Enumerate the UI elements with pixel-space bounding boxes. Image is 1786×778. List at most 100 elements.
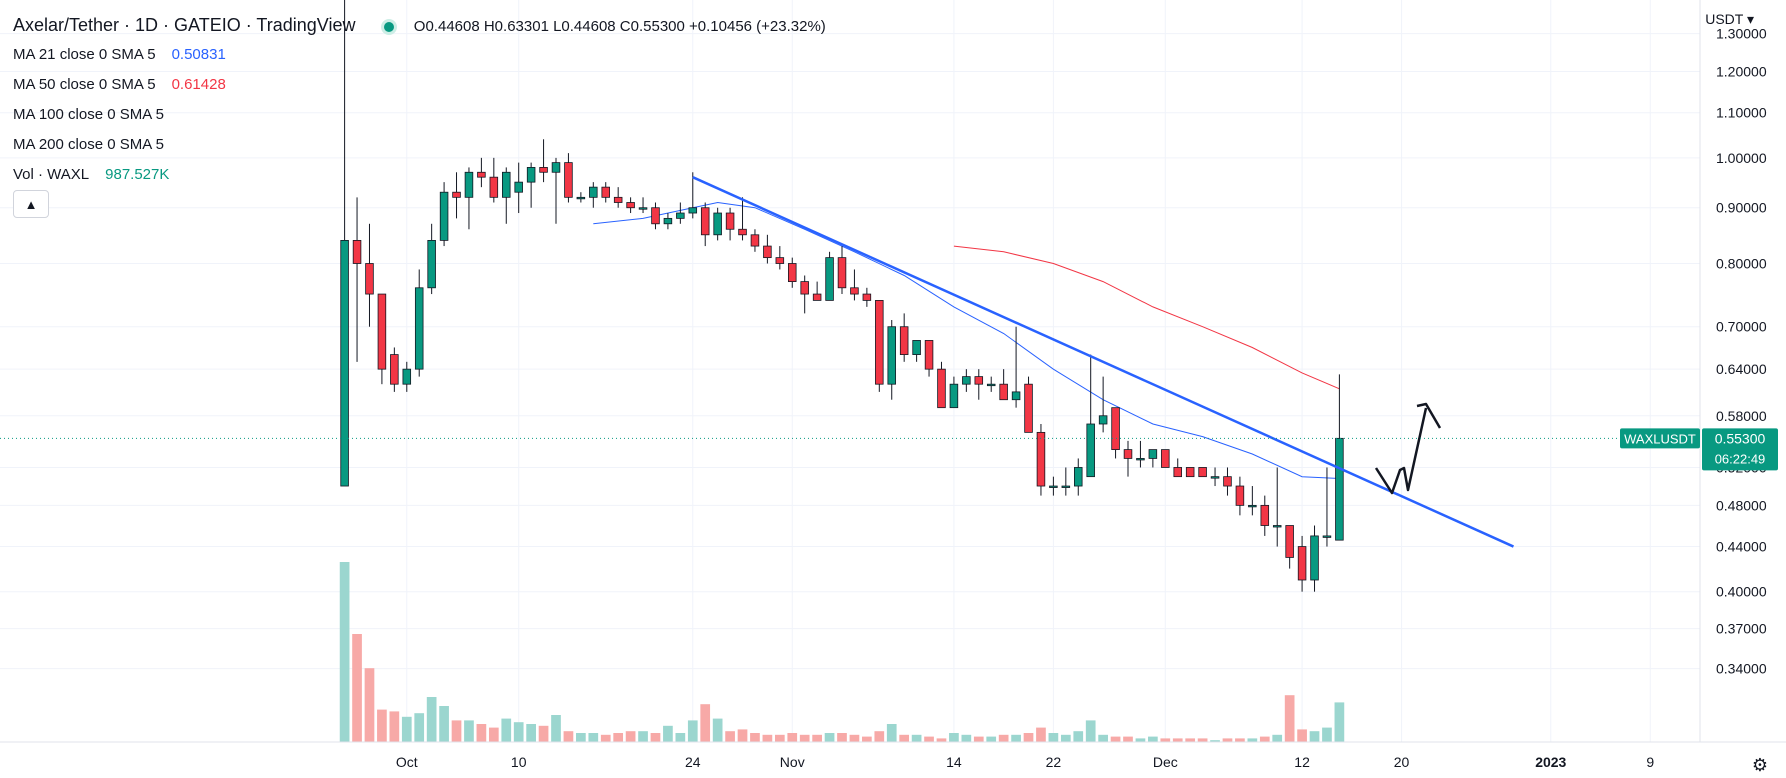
volume-bar	[1148, 736, 1158, 742]
price-tag-value: 0.55300	[1715, 430, 1766, 446]
candle	[1310, 525, 1319, 592]
candle-body	[564, 162, 573, 198]
volume-bar	[899, 734, 910, 742]
candle-body	[1036, 431, 1046, 487]
candle	[688, 172, 698, 219]
candle-body	[788, 263, 797, 282]
collapse-legend-button[interactable]: ▲	[13, 190, 49, 218]
volume-bar	[501, 718, 512, 742]
candle	[949, 376, 959, 409]
indicator-label: MA 200 close 0 SMA 5	[13, 136, 164, 153]
candle	[352, 197, 362, 362]
ohlc-readout: O0.44608 H0.63301 L0.44608 C0.55300 +0.1…	[413, 18, 826, 35]
volume-bar	[973, 736, 984, 742]
time-axis[interactable]: Oct 10 24 Nov 14 22 Dec 12 20 2023 9	[0, 741, 1786, 770]
candle	[526, 162, 536, 208]
currency-selector[interactable]: USDT ▾	[1705, 11, 1754, 27]
volume-bar	[526, 724, 536, 742]
candle-body	[352, 240, 362, 264]
candle-body	[1210, 476, 1220, 479]
candle	[1173, 458, 1182, 478]
volume-bar	[1259, 736, 1270, 742]
candle	[1235, 476, 1245, 516]
time-tick-label: 14	[946, 754, 962, 770]
candle	[551, 157, 561, 224]
candlesticks	[340, 0, 1344, 592]
volume-bar	[1210, 740, 1220, 742]
volume-bar	[401, 716, 412, 742]
candle	[663, 213, 673, 230]
indicator-volume[interactable]: Vol · WAXL 987.527K	[13, 160, 826, 190]
candle	[1148, 449, 1158, 468]
candle-body	[663, 217, 673, 225]
candle-body	[1011, 391, 1021, 401]
volume-bar	[675, 733, 686, 742]
volume-bar	[1073, 731, 1084, 742]
candle	[775, 246, 785, 270]
indicator-value: 987.527K	[105, 166, 170, 183]
time-tick-label: Dec	[1153, 754, 1178, 770]
volume-bar	[600, 734, 611, 742]
volume-bar	[414, 713, 425, 742]
candle-body	[750, 234, 760, 247]
candle-body	[725, 212, 735, 230]
volume-bar	[986, 736, 997, 742]
candle	[377, 293, 387, 385]
volume-bar	[1172, 738, 1183, 742]
candle	[750, 229, 760, 252]
indicator-ma21[interactable]: MA 21 close 0 SMA 5 0.50831	[13, 40, 826, 70]
candle-body	[850, 287, 859, 295]
indicator-ma200[interactable]: MA 200 close 0 SMA 5	[13, 130, 826, 160]
candle	[713, 207, 722, 241]
candle	[1161, 449, 1170, 468]
countdown-label: 06:22:49	[1715, 451, 1766, 466]
user-drawings[interactable]	[692, 176, 1514, 548]
candle	[589, 182, 598, 208]
volume-bar	[439, 706, 449, 742]
volume-bar	[712, 718, 723, 742]
symbol-tag-label: WAXLUSDT	[1624, 431, 1696, 446]
indicator-ma100[interactable]: MA 100 close 0 SMA 5	[13, 100, 826, 130]
candle-body	[1136, 458, 1145, 461]
volume-bar	[1098, 734, 1108, 742]
candle-body	[377, 293, 387, 370]
candle-body	[775, 257, 785, 264]
candle-body	[800, 281, 809, 295]
candle-body	[601, 186, 610, 198]
volume-bar	[886, 724, 897, 742]
gear-icon[interactable]: ⚙	[1751, 755, 1768, 775]
price-tick-label: 1.30000	[1716, 26, 1767, 42]
volume-bar	[538, 725, 549, 742]
volume-bar	[1048, 733, 1059, 742]
candle-body	[589, 186, 598, 198]
price-tick-label: 0.80000	[1716, 256, 1767, 272]
candle-body	[1049, 485, 1058, 488]
price-axis[interactable]: 1.30000 1.20000 1.10000 1.00000 0.90000 0.800…	[1699, 0, 1767, 742]
candle-body	[514, 181, 523, 193]
candle	[601, 182, 610, 203]
candle	[414, 269, 424, 377]
candle	[1061, 467, 1071, 496]
legend-header: Axelar/Tether · 1D · GATEIO · TradingVie…	[13, 10, 826, 40]
chart-title: Axelar/Tether · 1D · GATEIO · TradingVie…	[13, 15, 356, 35]
volume-bar	[824, 733, 835, 742]
candle	[576, 192, 586, 203]
volume-bar	[750, 733, 760, 742]
candle-body	[763, 245, 772, 259]
candle	[763, 234, 772, 264]
candle	[1074, 458, 1083, 496]
candle-body	[1260, 504, 1270, 526]
candle-body	[439, 191, 449, 241]
candle-body	[1098, 415, 1108, 425]
candle	[850, 269, 859, 301]
volume-bar	[924, 736, 934, 742]
candle	[700, 202, 710, 247]
candle-body	[887, 326, 896, 385]
candle-body	[452, 191, 461, 198]
candle	[1223, 467, 1232, 496]
volume-bar	[1272, 734, 1283, 742]
indicator-ma50[interactable]: MA 50 close 0 SMA 5 0.61428	[13, 70, 826, 100]
candle	[1285, 525, 1294, 569]
candle	[1248, 486, 1257, 516]
